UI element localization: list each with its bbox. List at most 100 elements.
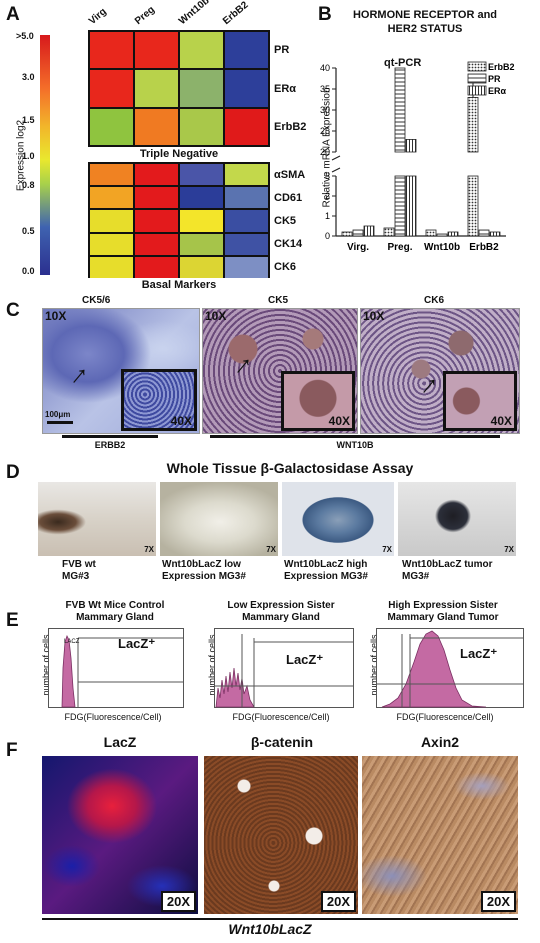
legend-swatch [467,73,487,84]
row-label-ck14: CK14 [274,238,303,250]
ihc-inset-ck56: 40X [121,369,197,431]
row-label-ck6: CK6 [274,261,297,273]
heatmap-cell [225,256,268,278]
legend-label: ErbB2 [488,62,515,72]
flow-gate-label-1: LacZ⁺ [118,636,156,651]
scale-tick-4: 0.8 [22,180,35,190]
heatmap-cell [225,70,268,107]
bar [425,229,437,237]
column-label-erbb2: ErbB2 [220,0,251,28]
heatmap-cell [180,187,223,209]
group-line-erbb2 [62,435,158,438]
ihc-title-ck56: CK5/6 [82,295,111,306]
y-tick-label: 35 [320,84,330,94]
heatmap-cell [135,108,178,145]
row-label-pr: PR [274,44,290,56]
row-label-ck5: CK5 [274,215,297,227]
y-tick-label: 20 [320,147,330,157]
heatmap-triple-negative [88,30,270,147]
legend-label: ERα [488,86,507,96]
heatmap-cell [180,210,223,232]
flow-title-2: Low Expression Sister Mammary Gland [227,600,335,623]
bar [405,139,417,153]
scale-bar-label: 100μm [45,410,71,419]
heatmap-cell [90,233,133,255]
column-label-preg: Preg [132,4,158,27]
tissue-mag-2: 7X [266,545,276,554]
legend-swatch [467,61,487,72]
ihc-mag-high-3: 40X [490,414,512,428]
tissue-mag-4: 7X [504,545,514,554]
footer-label: Wnt10bLacZ [228,921,312,937]
heatmap-cell [90,70,133,107]
heatmap-cell [180,164,223,186]
flow-plot-high [376,628,524,708]
row-label-era: ERα [274,83,297,95]
ihc-inset-ck6: 40X [443,371,517,431]
ihc-image-bcatenin: 20X [204,756,358,914]
column-label-wnt10b: Wnt10b [176,0,212,27]
chart-subtitle: qt-PCR [384,57,422,69]
ihc-mag-low-3: 10X [363,309,385,323]
heatmap-cell [90,256,133,278]
tissue-mag-1: 7X [144,545,154,554]
tissue-image-high: 7X [282,482,394,556]
tissue-image-low: 7X [160,482,278,556]
ihc-image-ck5: 10X ↑ 40X [202,308,358,434]
flow-xlabel-2: FDG(Fluorescence/Cell) [232,712,330,722]
ihc-mag-low-1: 10X [45,309,67,323]
tissue-caption-fvb: FVB wt MG#3 [62,559,96,582]
heatmap-cell [180,108,223,145]
heatmap-cell [225,233,268,255]
row-label-cd61: CD61 [274,192,303,204]
ihc-title-ck5: CK5 [268,295,289,306]
group-label-erbb2: ERBB2 [94,440,126,450]
ihc-image-ck56: 10X ↑ 40X 100μm [42,308,200,434]
heatmap-basal-markers [88,162,270,278]
heatmap-cell [180,70,223,107]
f-title-bcatenin: β-catenin [250,734,314,750]
bar [383,227,395,237]
bar [363,225,375,237]
group-label-wnt10b: WNT10B [336,440,374,450]
heatmap-cell [135,187,178,209]
basal-markers-title: Basal Markers [141,279,217,291]
scale-tick-3: 1.0 [22,151,35,161]
heatmap-cell [225,187,268,209]
flow-xlabel-3: FDG(Fluorescence/Cell) [396,712,494,722]
flow-small-gate-label: LACZ [64,639,80,645]
heatmap-cell [225,108,268,145]
scale-tick-5: 0.5 [22,226,35,236]
heatmap-cell [135,210,178,232]
heatmap-cell [90,187,133,209]
arrow-icon: ↑ [228,348,260,381]
beta-gal-title: Whole Tissue β-Galactosidase Assay [166,460,414,476]
panel-label-a: A [6,4,20,25]
heatmap-cell [135,70,178,107]
f-title-axin2: Axin2 [420,734,460,750]
x-tick-label: ErbB2 [469,242,499,253]
scale-tick-1: 3.0 [22,72,35,82]
scale-axis-label: Expression log2 [15,119,27,192]
y-tick-label: 2 [325,191,330,201]
heatmap-cell [135,233,178,255]
bar [436,233,448,237]
heatmap-cell [90,210,133,232]
panel-label-f: F [6,740,18,761]
row-label-erbb2: ErbB2 [274,121,307,133]
flow-title-1: FVB Wt Mice Control Mammary Gland [65,600,165,623]
ihc-inset-ck5: 40X [281,371,355,431]
heatmap-column-labels: Virg Preg Wnt10b ErbB2 [87,0,270,30]
bar [405,175,417,237]
bar [394,175,406,237]
axis-break [331,155,341,173]
bar [394,67,406,153]
scale-tick-2: 1.5 [22,115,35,125]
heatmap-cell [180,32,223,69]
flow-gate-label-3: LacZ⁺ [460,646,498,661]
f-title-lacz: LacZ [103,734,137,750]
bar [467,175,479,237]
heatmap-cell [225,210,268,232]
bar-chart: 0 1 2 3 20 25 30 35 40 Virg. Preg. Wnt10b ErbB2 ErbB2… [320,61,515,253]
ihc-title-ck6: CK6 [424,295,445,306]
